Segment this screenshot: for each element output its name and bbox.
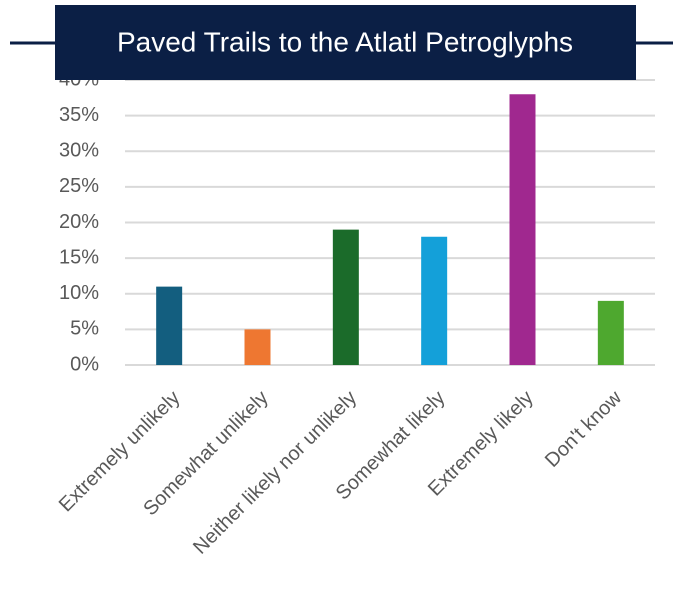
y-tick-label: 20% [59,211,99,233]
bar [332,229,359,365]
y-tick-label: 0% [70,353,99,375]
x-tick-label: Neither likely nor unlikely [189,387,361,559]
bar [156,286,183,365]
chart-title: Paved Trails to the Atlatl Petroglyphs [117,26,573,57]
y-tick-label: 10% [59,282,99,304]
y-tick-label: 15% [59,246,99,268]
bar [509,94,536,365]
y-tick-label: 30% [59,140,99,162]
y-tick-label: 35% [59,104,99,126]
y-tick-label: 5% [70,318,99,340]
bar [244,329,271,365]
y-tick-label: 25% [59,175,99,197]
bar [597,300,624,365]
bar [421,236,448,365]
x-tick-label: Don't know [541,386,626,471]
title-box [55,5,636,80]
